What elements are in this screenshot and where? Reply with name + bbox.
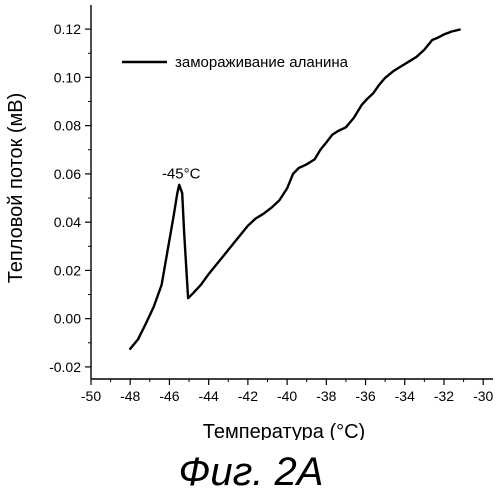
x-tick-label: -36 — [355, 388, 375, 404]
y-tick-label: 0.06 — [54, 166, 81, 182]
figure-caption: Фиг. 2А — [0, 448, 502, 496]
y-tick-label: 0.08 — [54, 118, 81, 134]
x-tick-label: -40 — [277, 388, 297, 404]
x-tick-label: -38 — [316, 388, 336, 404]
x-tick-label: -50 — [81, 388, 101, 404]
x-tick-label: -34 — [395, 388, 415, 404]
y-tick-label: 0.02 — [54, 262, 81, 278]
series-layer — [130, 30, 460, 349]
legend: замораживание аланина — [122, 54, 349, 71]
chart: -50 -48 -46 -44 -42 -40 -38 -36 -34 -32 -30 -0.02 0… — [0, 0, 502, 440]
x-tick-label: -46 — [159, 388, 179, 404]
y-axis: -0.02 0.00 0.02 0.04 0.06 0.08 0.10 0.12 — [49, 21, 91, 375]
y-tick-label: 0.12 — [54, 21, 81, 37]
x-tick-label: -32 — [434, 388, 454, 404]
x-tick-label: -30 — [473, 388, 493, 404]
peak-annotation: -45°C — [162, 166, 201, 183]
y-tick-label: -0.02 — [49, 359, 81, 375]
y-axis-title: Тепловой поток (мВ) — [5, 93, 27, 284]
y-tick-label: 0.00 — [54, 311, 81, 327]
x-axis: -50 -48 -46 -44 -42 -40 -38 -36 -34 -32 -30 — [81, 379, 494, 404]
legend-label: замораживание аланина — [175, 54, 349, 71]
y-tick-label: 0.04 — [54, 214, 81, 230]
x-tick-label: -42 — [238, 388, 258, 404]
series-line — [130, 30, 460, 349]
annotation-layer: -45°C — [162, 166, 201, 183]
x-tick-label: -44 — [199, 388, 219, 404]
x-tick-label: -48 — [120, 388, 140, 404]
x-axis-title: Температура (°C) — [203, 421, 365, 440]
y-tick-label: 0.10 — [54, 69, 81, 85]
